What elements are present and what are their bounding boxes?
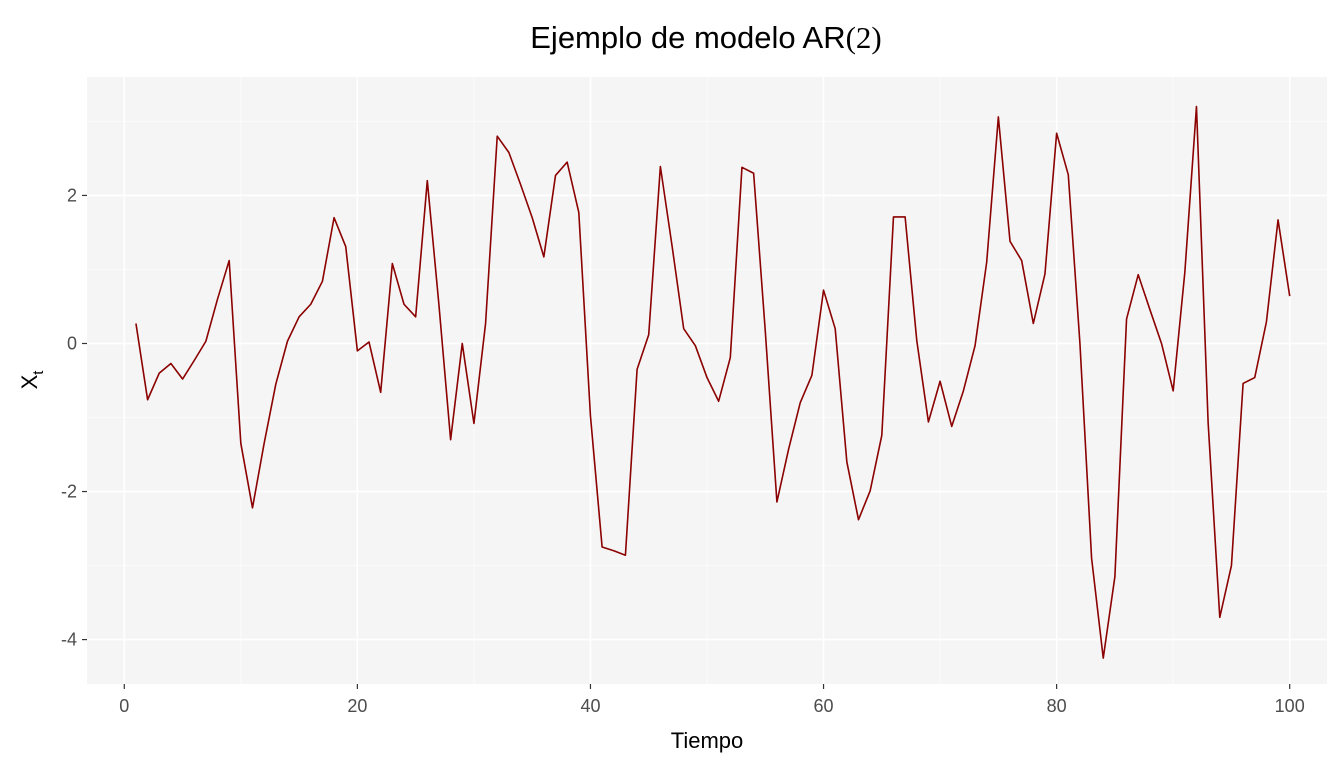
series-line <box>135 105 1291 659</box>
minor-gridlines <box>87 77 1327 684</box>
x-tick-label: 40 <box>580 696 600 716</box>
x-tick-label: 0 <box>119 696 129 716</box>
chart-title: Ejemplo de modelo AR(2) <box>530 20 882 55</box>
y-axis-title-main: X <box>17 374 42 389</box>
x-axis: 0 20 40 60 80 100 <box>119 684 1305 716</box>
x-tick-label: 60 <box>814 696 834 716</box>
series-group <box>135 105 1291 659</box>
x-tick-label: 80 <box>1047 696 1067 716</box>
x-tick-label: 20 <box>347 696 367 716</box>
y-axis-title: Xt <box>17 370 47 390</box>
y-tick-label: 2 <box>67 185 77 205</box>
major-gridlines <box>87 77 1327 684</box>
chart-title-text: Ejemplo de modelo AR <box>530 20 845 55</box>
y-tick-label: -2 <box>61 482 77 502</box>
y-tick-label: 0 <box>67 333 77 353</box>
x-axis-title: Tiempo <box>671 728 744 753</box>
y-tick-label: -4 <box>61 630 77 650</box>
y-axis: -4 -2 0 2 <box>61 185 87 650</box>
y-axis-title-subscript: t <box>30 370 47 375</box>
x-tick-label: 100 <box>1275 696 1305 716</box>
chart-title-math: (2) <box>846 20 882 55</box>
